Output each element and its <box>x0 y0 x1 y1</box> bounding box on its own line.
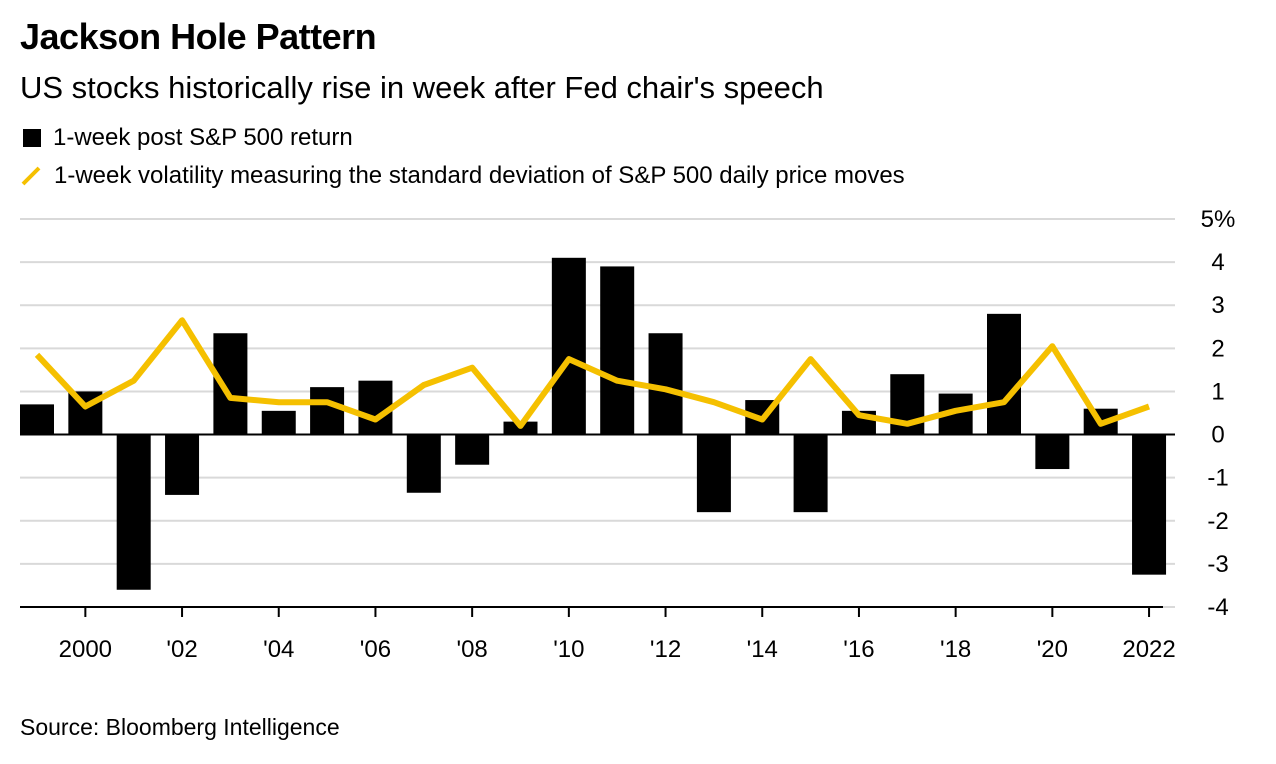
y-tick-label: 0 <box>1211 422 1224 449</box>
bar-2001 <box>116 434 151 590</box>
x-tick-label: '10 <box>553 636 584 663</box>
bar-2002 <box>165 434 200 495</box>
source-note: Source: Bloomberg Intelligence <box>20 714 340 740</box>
bar-2015 <box>793 434 828 513</box>
y-tick-label: 4 <box>1211 249 1224 276</box>
bar-2011 <box>600 266 635 435</box>
y-tick-label: 5% <box>1201 206 1236 233</box>
bar-series <box>20 257 1167 590</box>
y-tick-label: 2 <box>1211 335 1224 362</box>
legend-bar-swatch <box>23 129 41 147</box>
legend-item-line: 1-week volatility measuring the standard… <box>20 162 905 190</box>
bar-2019 <box>987 313 1021 435</box>
y-tick-label: -3 <box>1207 551 1228 578</box>
bar-2006 <box>358 380 393 435</box>
x-axis: 2000 '02 '04 '06 '08 '10 '12 '14 '16 '18 '20 2022 <box>20 606 1176 663</box>
x-tick-label: '02 <box>166 636 197 663</box>
x-tick-label: '16 <box>843 636 874 663</box>
y-tick-label: -4 <box>1207 594 1228 621</box>
chart-title: Jackson Hole Pattern <box>20 16 377 57</box>
legend-item-bar: 1-week post S&P 500 return <box>20 124 353 152</box>
line-series <box>34 317 1151 429</box>
y-tick-label: 1 <box>1211 378 1224 405</box>
legend-line-label: 1-week volatility measuring the standard… <box>54 162 905 189</box>
bar-1999 <box>20 404 54 435</box>
x-tick-label: '06 <box>360 636 391 663</box>
bar-2010 <box>551 257 586 435</box>
chart-subtitle: US stocks historically rise in week afte… <box>20 70 824 105</box>
x-tick-label: '14 <box>747 636 778 663</box>
y-tick-label: -1 <box>1207 465 1228 492</box>
x-tick-label: 2000 <box>59 636 112 663</box>
bar-2007 <box>406 434 441 493</box>
bar-2008 <box>455 434 490 465</box>
x-tick-label: '18 <box>940 636 971 663</box>
x-tick-label: '12 <box>650 636 681 663</box>
bar-2005 <box>310 387 345 435</box>
bar-2012 <box>648 333 683 435</box>
y-axis-labels: 5% 4 3 2 1 0 -1 -2 -3 -4 <box>1201 206 1236 621</box>
y-tick-label: -2 <box>1207 508 1228 535</box>
x-tick-label: '04 <box>263 636 294 663</box>
y-tick-label: 3 <box>1211 292 1224 319</box>
legend-bar-label: 1-week post S&P 500 return <box>53 124 353 151</box>
x-tick-label: '08 <box>457 636 488 663</box>
x-tick-label: 2022 <box>1122 636 1175 663</box>
legend-line-swatch <box>21 166 41 186</box>
x-tick-label: '20 <box>1037 636 1068 663</box>
bar-2020 <box>1035 434 1070 470</box>
volatility-line <box>34 317 1151 429</box>
bar-2013 <box>696 434 731 513</box>
bar-2004 <box>261 410 296 435</box>
bar-2022 <box>1132 434 1167 575</box>
